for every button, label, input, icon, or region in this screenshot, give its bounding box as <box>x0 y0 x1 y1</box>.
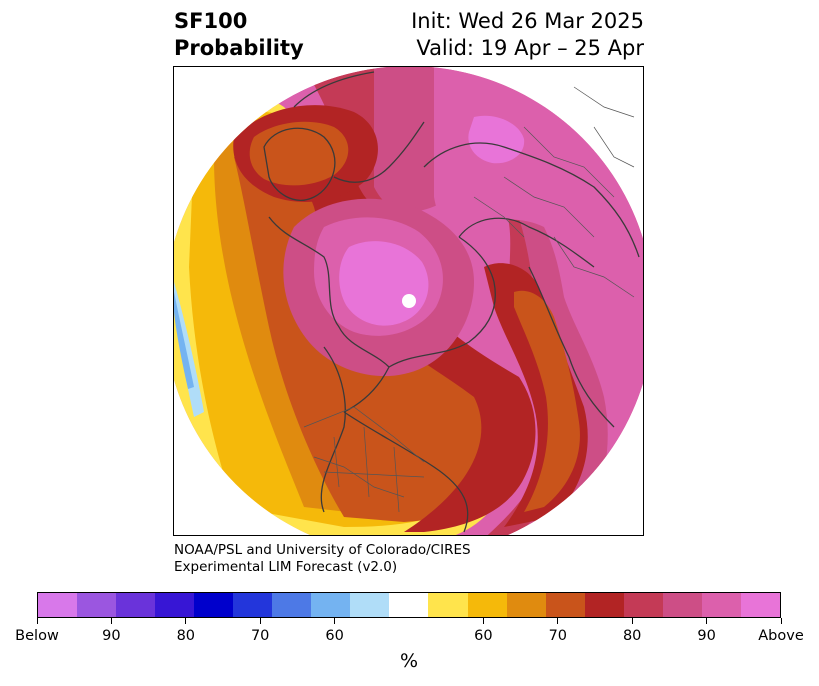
colorbar-tick-label: 90 <box>102 628 121 644</box>
init-date: Init: Wed 26 Mar 2025 <box>411 9 644 33</box>
colorbar-swatch <box>623 593 663 617</box>
variable-name: SF100 <box>174 9 248 33</box>
colorbar-tick-label: 80 <box>622 628 642 644</box>
colorbar-swatch <box>155 593 195 617</box>
colorbar-tick <box>482 618 484 624</box>
date-info: Init: Wed 26 Mar 2025 Valid: 19 Apr – 25… <box>411 8 644 62</box>
colorbar-tick-label: 60 <box>325 628 344 644</box>
valid-period: Valid: 19 Apr – 25 Apr <box>416 36 644 60</box>
colorbar-swatch <box>506 593 546 617</box>
colorbar-swatch <box>350 593 390 617</box>
colorbar-swatch <box>272 593 312 617</box>
colorbar-swatch <box>740 593 780 617</box>
colorbar-tick <box>110 618 112 624</box>
colorbar-swatch <box>701 593 741 617</box>
colorbar-swatch <box>116 593 156 617</box>
colorbar-tick <box>557 618 559 624</box>
colorbar-swatch <box>38 593 78 617</box>
colorbar-swatch <box>233 593 273 617</box>
credit-line-1: NOAA/PSL and University of Colorado/CIRE… <box>174 542 471 558</box>
colorbar-tick <box>185 618 187 624</box>
pole-marker <box>402 294 416 308</box>
colorbar-tick <box>334 618 336 624</box>
colorbar-tick <box>780 618 782 624</box>
colorbar-tick <box>706 618 708 624</box>
colorbar-tick <box>259 618 261 624</box>
colorbar-tick-label: 70 <box>548 628 568 644</box>
colorbar-tick-label: 70 <box>250 628 270 644</box>
colorbar-swatch <box>545 593 585 617</box>
probability-contours <box>174 67 643 535</box>
colorbar-swatch <box>311 593 351 617</box>
product-name: Probability <box>174 36 304 60</box>
coastlines <box>263 71 640 533</box>
colorbar-unit: % <box>399 650 419 672</box>
chart-title: SF100 Probability <box>174 8 304 62</box>
polar-map <box>174 67 643 535</box>
colorbar-tick-label: 90 <box>697 628 716 644</box>
colorbar-swatch <box>662 593 702 617</box>
colorbar-swatch <box>467 593 507 617</box>
colorbar-tick-label: Above <box>758 628 804 644</box>
colorbar-tick <box>631 618 633 624</box>
credit-text: NOAA/PSL and University of Colorado/CIRE… <box>174 542 471 576</box>
colorbar-swatch <box>584 593 624 617</box>
colorbar-swatch <box>77 593 117 617</box>
colorbar-swatch <box>428 593 468 617</box>
colorbar-tick <box>36 618 38 624</box>
colorbar <box>37 592 781 618</box>
map-panel <box>173 66 644 536</box>
country-borders <box>303 86 635 513</box>
colorbar-tick-label: 60 <box>474 628 493 644</box>
colorbar-swatch <box>389 593 429 617</box>
colorbar-tick-label: Below <box>15 628 59 644</box>
credit-line-2: Experimental LIM Forecast (v2.0) <box>174 559 398 575</box>
colorbar-swatch <box>194 593 234 617</box>
colorbar-tick-label: 80 <box>176 628 196 644</box>
